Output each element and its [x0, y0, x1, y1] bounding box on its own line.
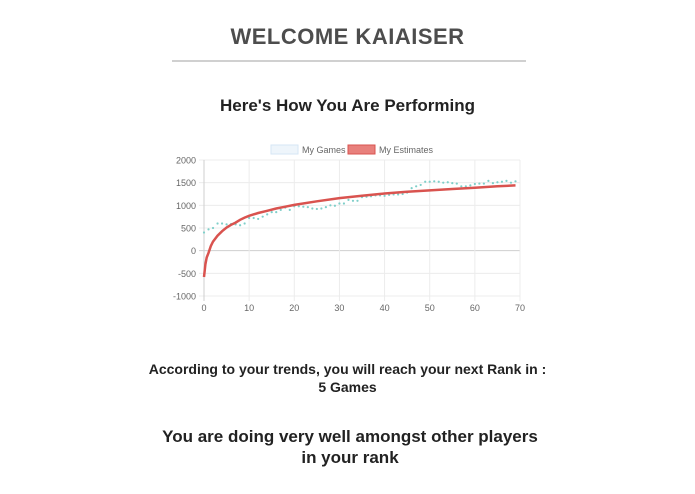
x-tick-label: 30	[334, 303, 344, 313]
games-point	[329, 204, 332, 207]
x-tick-label: 0	[201, 303, 206, 313]
games-point	[455, 182, 458, 185]
y-tick-label: -500	[178, 269, 196, 279]
y-tick-label: 0	[191, 246, 196, 256]
games-point	[297, 205, 300, 208]
x-tick-label: 10	[244, 303, 254, 313]
legend-swatch-my-estimates	[347, 144, 376, 155]
games-point	[351, 199, 355, 202]
y-tick-label: 500	[181, 224, 196, 234]
games-point	[320, 207, 323, 210]
trend-text: According to your trends, you will reach…	[148, 361, 547, 377]
games-point	[482, 182, 485, 185]
trend-value: 5 Games	[318, 379, 377, 395]
games-point	[225, 223, 228, 226]
games-point	[442, 181, 445, 184]
games-point	[257, 217, 260, 221]
legend-label-my-games: My Games	[302, 145, 346, 155]
games-point	[487, 179, 490, 182]
games-point	[505, 179, 508, 182]
games-point	[311, 207, 314, 210]
games-point	[469, 184, 472, 187]
y-tick-label: 1500	[176, 178, 196, 188]
games-point	[275, 211, 278, 214]
games-point	[266, 213, 269, 216]
games-point	[356, 199, 359, 202]
welcome-title: WELCOME KAIAISER	[230, 24, 465, 49]
x-tick-label: 50	[425, 303, 435, 313]
title-divider	[172, 60, 526, 62]
games-point	[252, 216, 255, 220]
games-point	[288, 208, 291, 211]
y-tick-label: -1000	[173, 292, 196, 302]
legend-swatch-my-games	[270, 144, 299, 155]
games-point	[415, 185, 418, 188]
games-point	[478, 182, 481, 185]
games-point	[437, 180, 440, 183]
y-tick-label: 1000	[176, 201, 196, 211]
x-tick-label: 20	[289, 303, 299, 313]
standing-message: You are doing very well amongst other pl…	[162, 427, 538, 467]
games-point	[324, 206, 327, 209]
performance-heading: Here's How You Are Performing	[219, 96, 475, 115]
games-point	[302, 205, 305, 208]
games-point	[491, 182, 495, 185]
legend-label-my-estimates: My Estimates	[379, 145, 434, 155]
estimates-line	[202, 184, 516, 278]
games-point	[428, 180, 431, 183]
games-point	[243, 222, 246, 225]
games-point	[496, 181, 499, 184]
games-point	[500, 180, 504, 183]
games-point	[383, 194, 386, 197]
games-point	[220, 222, 224, 225]
games-point	[202, 231, 206, 234]
games-point	[342, 202, 346, 205]
x-tick-label: 40	[380, 303, 390, 313]
games-point	[460, 185, 463, 188]
games-point	[338, 202, 341, 205]
games-point	[347, 198, 350, 201]
trend-message: According to your trends, you will reach…	[0, 360, 695, 396]
performance-chart: -1000 -500 0 500 1000 1500 2000 0 10 20 30 40 50 60 70…	[173, 144, 525, 313]
games-point	[211, 226, 215, 230]
games-point	[451, 182, 454, 185]
x-tick-label: 70	[515, 303, 525, 313]
games-point	[239, 224, 242, 227]
games-point	[261, 215, 264, 218]
games-point	[424, 180, 427, 183]
games-point	[473, 182, 476, 186]
games-point	[270, 211, 273, 214]
games-point	[333, 204, 337, 207]
games-point	[410, 187, 413, 190]
games-point	[509, 181, 513, 184]
games-point	[207, 228, 210, 231]
games-point	[248, 216, 251, 220]
games-point	[216, 222, 219, 225]
games-point	[464, 185, 467, 188]
games-point	[419, 183, 422, 187]
y-tick-label: 2000	[176, 156, 196, 166]
x-tick-label: 60	[470, 303, 480, 313]
games-point	[514, 180, 517, 183]
games-point	[433, 180, 436, 183]
games-point	[279, 208, 282, 211]
games-point	[401, 192, 404, 196]
games-point	[306, 206, 309, 209]
games-point	[397, 193, 400, 196]
games-point	[446, 181, 449, 184]
games-point	[315, 207, 318, 211]
